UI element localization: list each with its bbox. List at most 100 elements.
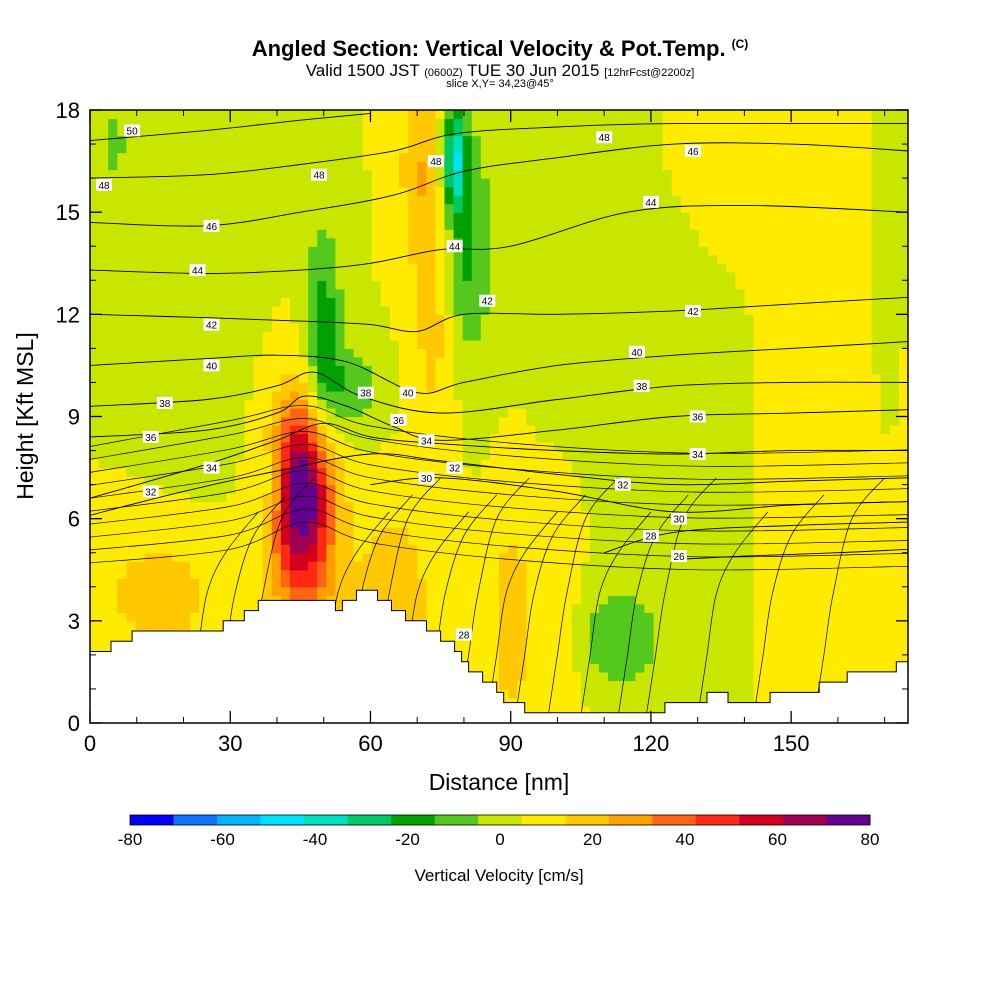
velocity-cell bbox=[180, 425, 191, 435]
velocity-cell bbox=[762, 586, 773, 596]
velocity-cell bbox=[517, 365, 527, 375]
velocity-cell bbox=[489, 612, 500, 622]
velocity-cell bbox=[426, 416, 436, 426]
velocity-cell bbox=[698, 476, 709, 486]
velocity-cell bbox=[380, 450, 391, 460]
velocity-cell bbox=[844, 552, 855, 562]
velocity-cell bbox=[199, 246, 209, 256]
velocity-cell bbox=[798, 280, 809, 290]
velocity-cell bbox=[444, 433, 455, 443]
velocity-cell bbox=[99, 356, 109, 367]
velocity-cell bbox=[444, 373, 455, 384]
velocity-cell bbox=[553, 552, 564, 562]
velocity-cell bbox=[526, 450, 536, 460]
velocity-cell bbox=[571, 339, 582, 349]
velocity-cell bbox=[608, 356, 618, 367]
velocity-cell bbox=[635, 620, 646, 630]
velocity-cell bbox=[253, 561, 264, 571]
velocity-cell bbox=[99, 637, 109, 647]
velocity-cell bbox=[180, 254, 191, 264]
velocity-cell bbox=[862, 407, 873, 418]
velocity-cell bbox=[771, 510, 782, 520]
chart-title-unit: (C) bbox=[731, 36, 749, 51]
velocity-cell bbox=[371, 399, 382, 409]
velocity-cell bbox=[299, 416, 309, 426]
velocity-cell bbox=[435, 314, 446, 324]
velocity-cell bbox=[608, 646, 618, 656]
velocity-cell bbox=[453, 569, 464, 579]
velocity-cell bbox=[744, 493, 755, 503]
velocity-cell bbox=[744, 688, 755, 699]
velocity-cell bbox=[889, 365, 900, 375]
velocity-cell bbox=[726, 373, 736, 384]
velocity-cell bbox=[771, 297, 782, 307]
velocity-cell bbox=[308, 382, 318, 392]
velocity-cell bbox=[726, 425, 736, 435]
velocity-cell bbox=[344, 297, 355, 307]
velocity-cell bbox=[608, 416, 618, 426]
velocity-cell bbox=[644, 339, 655, 349]
velocity-cell bbox=[362, 280, 373, 290]
velocity-cell bbox=[608, 442, 618, 452]
velocity-cell bbox=[280, 501, 291, 511]
velocity-cell bbox=[108, 288, 118, 298]
velocity-cell bbox=[326, 586, 336, 596]
velocity-cell bbox=[517, 442, 527, 452]
velocity-cell bbox=[489, 535, 500, 545]
velocity-cell bbox=[708, 314, 718, 324]
velocity-cell bbox=[835, 288, 845, 298]
velocity-cell bbox=[90, 331, 100, 341]
velocity-cell bbox=[853, 493, 864, 503]
velocity-cell bbox=[862, 603, 873, 613]
velocity-cell bbox=[389, 595, 400, 605]
velocity-cell bbox=[508, 339, 518, 349]
velocity-cell bbox=[708, 484, 718, 494]
velocity-cell bbox=[171, 407, 182, 418]
velocity-cell bbox=[789, 552, 800, 562]
velocity-cell bbox=[426, 425, 436, 435]
velocity-cell bbox=[880, 578, 891, 588]
velocity-cell bbox=[726, 569, 736, 579]
velocity-cell bbox=[853, 373, 864, 384]
velocity-cell bbox=[735, 407, 745, 418]
velocity-cell bbox=[717, 510, 727, 520]
velocity-cell bbox=[735, 416, 745, 426]
velocity-cell bbox=[580, 297, 591, 307]
velocity-cell bbox=[671, 339, 682, 349]
velocity-cell bbox=[353, 322, 364, 332]
velocity-cell bbox=[335, 271, 346, 281]
velocity-cell bbox=[789, 263, 800, 273]
velocity-cell bbox=[217, 561, 227, 571]
velocity-cell bbox=[253, 578, 264, 588]
velocity-cell bbox=[553, 493, 564, 503]
velocity-cell bbox=[153, 373, 164, 384]
velocity-cell bbox=[189, 331, 200, 341]
velocity-cell bbox=[135, 288, 146, 298]
velocity-cell bbox=[308, 339, 318, 349]
velocity-cell bbox=[735, 552, 745, 562]
velocity-cell bbox=[835, 373, 845, 384]
velocity-cell bbox=[544, 671, 555, 682]
velocity-cell bbox=[317, 288, 327, 298]
velocity-cell bbox=[471, 663, 482, 673]
velocity-cell bbox=[180, 561, 191, 571]
velocity-cell bbox=[817, 595, 827, 605]
velocity-cell bbox=[99, 390, 109, 401]
velocity-cell bbox=[562, 705, 573, 716]
velocity-cell bbox=[535, 654, 546, 664]
velocity-cell bbox=[717, 527, 727, 537]
velocity-cell bbox=[571, 569, 582, 579]
velocity-cell bbox=[608, 425, 618, 435]
velocity-cell bbox=[871, 552, 882, 562]
velocity-cell bbox=[144, 450, 155, 460]
velocity-cell bbox=[335, 518, 346, 528]
velocity-cell bbox=[771, 663, 782, 673]
velocity-cell bbox=[644, 629, 655, 639]
velocity-cell bbox=[90, 450, 100, 460]
velocity-cell bbox=[344, 314, 355, 324]
velocity-cell bbox=[571, 680, 582, 690]
velocity-cell bbox=[844, 297, 855, 307]
velocity-cell bbox=[280, 331, 291, 341]
velocity-cell bbox=[426, 297, 436, 307]
velocity-cell bbox=[726, 654, 736, 664]
